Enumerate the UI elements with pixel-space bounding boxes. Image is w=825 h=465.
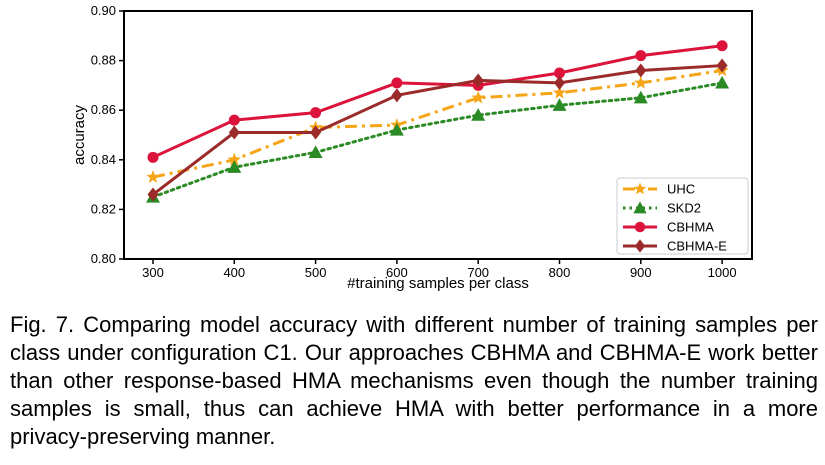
legend-item-cbhma: CBHMA (623, 220, 714, 235)
legend-marker-skd2 (633, 201, 647, 214)
figure-caption: Fig. 7. Comparing model accuracy with di… (10, 312, 818, 449)
x-tick-label: 400 (223, 265, 245, 280)
y-axis-label: accuracy (71, 104, 88, 165)
series-line-cbhma (152, 44, 723, 159)
data-point-cbhma-e (310, 125, 322, 140)
data-point-cbhma (310, 107, 322, 119)
legend: UHC SKD2 CBHMA CBHMA-E (616, 177, 749, 255)
plot-frame (123, 10, 753, 260)
data-point-cbhma-e (228, 125, 240, 140)
y-tick-label: 0.86 (91, 102, 116, 117)
y-tick-label: 0.88 (91, 53, 116, 68)
accuracy-line-chart: 0.80 0.82 0.84 0.86 0.88 0.90 300 400 500 600 700… (71, 3, 753, 292)
data-point-uhc (471, 90, 485, 104)
legend-marker-cbhma (634, 221, 646, 233)
x-tick-label: 800 (549, 265, 571, 280)
data-point-cbhma (554, 67, 565, 79)
x-tick-label: 500 (305, 265, 327, 280)
series-line-skd2 (151, 81, 724, 199)
y-tick-label: 0.80 (91, 251, 116, 266)
series-cbhma-e (147, 58, 728, 202)
legend-label: SKD2 (667, 201, 701, 216)
data-point-skd2 (227, 160, 242, 173)
data-point-cbhma-e (554, 75, 565, 90)
data-point-cbhma (716, 40, 728, 52)
data-point-skd2 (389, 123, 404, 136)
data-point-cbhma (147, 151, 159, 163)
data-point-uhc (552, 85, 567, 99)
legend-label: CBHMA-E (667, 239, 727, 254)
x-axis-label: #training samples per class (347, 275, 529, 292)
y-axis-ticks: 0.80 0.82 0.84 0.86 0.88 0.90 (91, 3, 124, 266)
legend-marker-cbhma-e (634, 239, 646, 253)
legend-item-cbhma-e: CBHMA-E (623, 239, 727, 254)
data-point-skd2 (308, 145, 323, 158)
x-tick-label: 1000 (708, 265, 737, 280)
data-point-cbhma (391, 77, 403, 89)
series-layer (146, 40, 730, 203)
data-point-skd2 (552, 98, 567, 111)
data-point-skd2 (633, 90, 648, 104)
x-tick-label: 600 (386, 265, 408, 280)
x-tick-label: 900 (630, 265, 652, 280)
legend-box (616, 177, 749, 255)
data-point-cbhma-e (147, 187, 159, 202)
data-point-uhc (634, 75, 648, 89)
y-tick-label: 0.84 (91, 152, 116, 167)
legend-label: UHC (667, 182, 695, 197)
data-point-cbhma-e (391, 88, 403, 103)
series-line-cbhma-e (152, 64, 723, 196)
series-skd2 (146, 75, 730, 203)
data-point-uhc (227, 152, 241, 166)
y-tick-label: 0.90 (91, 3, 116, 18)
data-point-cbhma (635, 50, 647, 62)
legend-item-skd2: SKD2 (623, 201, 701, 216)
data-point-cbhma-e (472, 73, 484, 88)
data-point-skd2 (715, 75, 730, 89)
data-point-cbhma-e (716, 58, 728, 73)
data-point-uhc (146, 170, 160, 183)
data-point-skd2 (471, 108, 486, 121)
legend-item-uhc: UHC (623, 182, 695, 197)
legend-marker-uhc (633, 182, 647, 195)
data-point-cbhma-e (635, 63, 647, 78)
x-tick-label: 700 (467, 265, 489, 280)
x-tick-label: 300 (142, 265, 164, 280)
x-axis-ticks: 300 400 500 600 700 800 900 1000 (142, 259, 737, 280)
y-tick-label: 0.82 (91, 201, 116, 216)
legend-label: CBHMA (667, 220, 714, 235)
series-line-uhc (152, 69, 723, 179)
data-point-cbhma (228, 114, 240, 126)
